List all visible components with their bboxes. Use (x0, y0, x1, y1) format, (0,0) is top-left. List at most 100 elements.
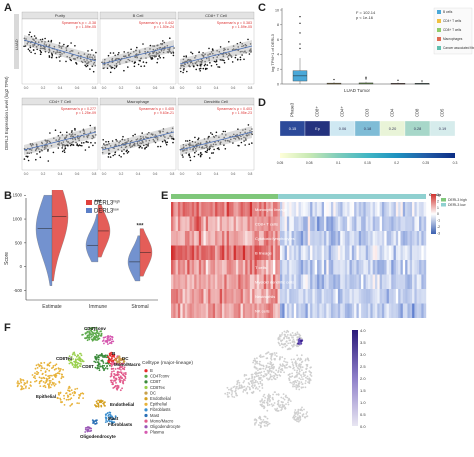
heat-cell (393, 231, 397, 246)
heat-cell (326, 245, 329, 260)
umap-point (283, 337, 285, 340)
point (227, 58, 230, 60)
umap-point (237, 379, 240, 382)
umap-point (292, 336, 294, 339)
umap-point (97, 335, 100, 338)
umap-point (70, 359, 73, 362)
heat-cell (191, 216, 195, 231)
heat-cell (191, 202, 195, 217)
heat-cell (370, 274, 373, 289)
point (195, 68, 197, 71)
heat-cell (328, 202, 332, 217)
umap-point (79, 357, 82, 360)
heat-cell (344, 231, 348, 246)
heat-cell (347, 260, 350, 275)
umap-point (75, 359, 77, 362)
umap-point (306, 415, 309, 417)
heat-cell (256, 274, 260, 289)
point (30, 51, 32, 54)
heat-cell (391, 303, 394, 318)
heat-cell (303, 289, 306, 304)
umap-point (116, 361, 118, 364)
umap-point (45, 374, 47, 376)
heat-cell (356, 303, 359, 318)
point (123, 69, 125, 72)
point (159, 56, 161, 59)
heat-cell (201, 216, 204, 231)
point (74, 45, 76, 47)
heat-cell (196, 245, 200, 260)
heat-cell (247, 274, 251, 289)
heat-cell (249, 274, 253, 289)
group-bar-high (171, 194, 279, 199)
point (156, 61, 158, 64)
heat-cell (375, 202, 378, 217)
point (208, 148, 211, 151)
heat-cell (240, 289, 244, 304)
umap-point (48, 377, 50, 380)
heat-cell (340, 231, 343, 246)
heat-cell (191, 245, 195, 260)
point (197, 153, 200, 156)
umap-point (40, 377, 43, 380)
facet-x-tick: 0.2 (41, 86, 46, 90)
heat-cell (224, 202, 227, 217)
heat-cell (240, 245, 244, 260)
umap-point (280, 340, 283, 342)
umap-point (80, 363, 82, 365)
umap-point (291, 361, 294, 364)
heat-cell (375, 260, 378, 275)
heat-cell (184, 260, 188, 275)
heat-cell (317, 202, 320, 217)
row-label: Monocytic lineage (255, 207, 288, 212)
heat-cell (233, 260, 237, 275)
facet-x-tick: 0.4 (214, 86, 219, 90)
umap-point (76, 358, 79, 361)
umap-cluster (91, 419, 98, 425)
heat-cell (337, 260, 341, 275)
heat-cell (335, 274, 339, 289)
point (80, 142, 83, 144)
facet-x-tick: 0.0 (24, 86, 29, 90)
point (140, 65, 142, 68)
heat-cell (205, 303, 209, 318)
heat-cell (412, 260, 415, 275)
heat-cell (386, 231, 390, 246)
heat-cell (222, 231, 225, 246)
umap-point (16, 385, 19, 388)
umap-cluster (94, 399, 106, 408)
umap-point (249, 388, 251, 391)
umap-point (269, 394, 271, 397)
heat-cell-value: 0.15 (289, 127, 296, 131)
umap-point (110, 381, 113, 384)
heat-cell (224, 231, 227, 246)
umap-point (114, 374, 117, 377)
umap-point (48, 369, 51, 372)
umap-point (58, 394, 60, 396)
heat-cell (235, 245, 239, 260)
panel-letter-c: C (258, 2, 266, 14)
umap-point (265, 420, 268, 423)
umap-point (122, 382, 125, 385)
heat-cell (412, 289, 415, 304)
heat-cell (212, 202, 216, 217)
umap-point (40, 362, 43, 365)
umap-point (32, 376, 35, 379)
umap-point (287, 399, 290, 401)
scale-tick-label: 0.2 (394, 161, 399, 165)
umap-point (290, 334, 293, 337)
heat-cell (368, 202, 371, 217)
heat-cell (182, 260, 186, 275)
umap-cluster-label: CD8T (82, 364, 94, 369)
point (162, 56, 165, 59)
umap-point (254, 372, 256, 375)
umap-point (103, 368, 106, 370)
y-tick-label: -500 (14, 288, 23, 293)
heat-cell (259, 216, 262, 231)
point (161, 140, 164, 143)
y-tick-label: 0 (20, 264, 23, 269)
heat-cell (328, 274, 332, 289)
umap-point (270, 370, 273, 372)
umap-point (296, 339, 298, 341)
umap-point (261, 383, 264, 385)
